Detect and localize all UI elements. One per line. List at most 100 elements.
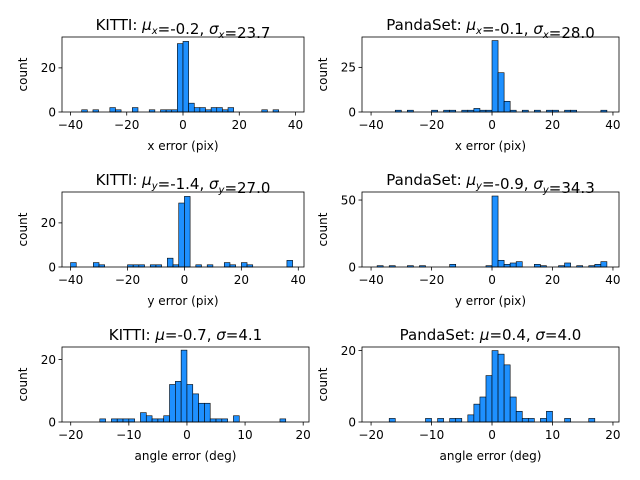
x-tick-label: 20 — [234, 273, 249, 287]
y-axis-label: count — [316, 367, 330, 401]
histogram-bar — [204, 402, 211, 423]
histogram-bar — [473, 108, 481, 113]
histogram-bar — [180, 349, 188, 423]
x-tick-label: 20 — [232, 118, 247, 132]
subplot-6: −20 −10 0 10 20 0 20 angle error (deg) count Pand… — [316, 326, 621, 463]
subplot-title: KITTI: μy=-1.4, σy=27.0 — [96, 171, 271, 197]
y-tick-label: 0 — [348, 415, 356, 429]
histogram-bar — [116, 418, 124, 423]
subplot-1: −40 −20 0 20 40 0 20 x error (pix) count KITTI: μ… — [16, 16, 305, 153]
histogram-bar — [491, 350, 499, 423]
histogram-bar — [151, 418, 159, 423]
y-tick-label: 0 — [348, 105, 356, 119]
histogram-bar — [128, 418, 135, 423]
x-axis-label: angle error (deg) — [440, 449, 542, 463]
histogram-bar — [503, 364, 511, 423]
histogram-bar — [564, 262, 571, 268]
x-tick-label: −20 — [419, 118, 444, 132]
histogram-bar — [286, 260, 293, 268]
histogram-bar — [186, 384, 194, 423]
x-tick-label: −40 — [358, 273, 383, 287]
histogram-bar — [540, 418, 547, 423]
x-tick-label: −20 — [114, 118, 139, 132]
x-tick-label: 40 — [288, 118, 303, 132]
x-axis-label: x error (pix) — [455, 139, 526, 153]
histogram-bar — [216, 107, 223, 113]
histogram-bar — [184, 196, 191, 268]
histogram-bar — [455, 418, 463, 423]
histogram-bar — [178, 202, 185, 268]
x-tick-label: 0 — [183, 428, 191, 442]
histogram-bar — [109, 107, 116, 113]
y-tick-label: 20 — [341, 344, 356, 358]
histogram-bar — [175, 381, 182, 423]
histogram-bar — [241, 262, 248, 268]
y-tick-label: 50 — [341, 193, 356, 207]
x-tick-label: 20 — [296, 428, 311, 442]
histogram-bar — [449, 264, 457, 268]
histogram-bar — [215, 418, 223, 423]
subplot-2: −40 −20 0 20 40 0 25 x error (pix) count PandaSet… — [316, 16, 621, 153]
axes-frame — [361, 191, 620, 268]
subplot-title: KITTI: μ=-0.7, σ=4.1 — [109, 326, 262, 344]
x-tick-label: −40 — [58, 273, 83, 287]
y-axis-label: count — [16, 212, 30, 246]
histogram-bar — [70, 262, 77, 268]
x-axis-label: angle error (deg) — [135, 449, 237, 463]
histogram-bar — [503, 264, 511, 268]
histogram-bar — [497, 72, 505, 113]
histogram-bar — [485, 375, 493, 423]
histogram-bar — [99, 418, 106, 423]
x-tick-label: 20 — [545, 118, 560, 132]
x-tick-label: 20 — [605, 428, 620, 442]
histogram-bar — [188, 102, 195, 113]
x-axis-label: y error (pix) — [455, 294, 526, 308]
x-tick-label: 0 — [179, 118, 187, 132]
y-tick-label: 0 — [48, 415, 56, 429]
y-tick-label: 25 — [341, 61, 356, 75]
histogram-bar — [167, 257, 174, 268]
x-tick-label: 10 — [545, 428, 560, 442]
histogram-bar — [503, 100, 511, 113]
histogram-bar — [157, 418, 164, 423]
axes-frame — [61, 191, 305, 268]
histogram-bar — [223, 262, 231, 268]
y-axis-label: count — [316, 212, 330, 246]
histogram-bar — [509, 262, 517, 268]
histogram-bar — [594, 264, 602, 268]
x-tick-label: 0 — [488, 118, 496, 132]
histogram-bar — [425, 418, 432, 423]
axes-frame — [361, 36, 620, 113]
histogram-bar — [111, 418, 118, 423]
histogram-bar — [122, 418, 130, 423]
histogram-bar — [515, 261, 523, 268]
x-tick-label: −20 — [115, 273, 140, 287]
histogram-bar — [209, 418, 217, 423]
subplot-3: −40 −20 0 20 40 0 20 y error (pix) count KITTI: μ… — [16, 171, 306, 308]
axes-frame — [61, 346, 310, 423]
histogram-bar — [93, 262, 100, 268]
x-tick-label: −40 — [358, 118, 383, 132]
subplot-title: PandaSet: μy=-0.9, σy=34.3 — [386, 171, 595, 197]
histogram-bar — [198, 402, 205, 423]
x-tick-label: 40 — [605, 118, 620, 132]
x-tick-label: −20 — [358, 428, 383, 442]
y-tick-label: 0 — [348, 260, 356, 274]
histogram-bar — [479, 396, 487, 423]
histogram-bar — [491, 40, 499, 113]
axes-frame — [361, 346, 620, 423]
histogram-bar — [221, 418, 228, 423]
histogram-bar — [132, 107, 139, 113]
histogram-bar — [564, 418, 571, 423]
x-tick-label: 10 — [237, 428, 252, 442]
subplot-5: −20 −10 0 10 20 0 20 angle error (deg) count KITT… — [16, 326, 311, 463]
histogram-bar — [497, 259, 505, 268]
histogram-bar — [193, 107, 201, 113]
x-tick-label: −10 — [419, 428, 444, 442]
histogram-bar — [210, 107, 218, 113]
histogram-bar — [521, 418, 529, 423]
y-tick-label: 0 — [48, 260, 56, 274]
histogram-bar — [388, 418, 396, 423]
subplot-title: PandaSet: μx=-0.1, σx=28.0 — [386, 16, 595, 42]
